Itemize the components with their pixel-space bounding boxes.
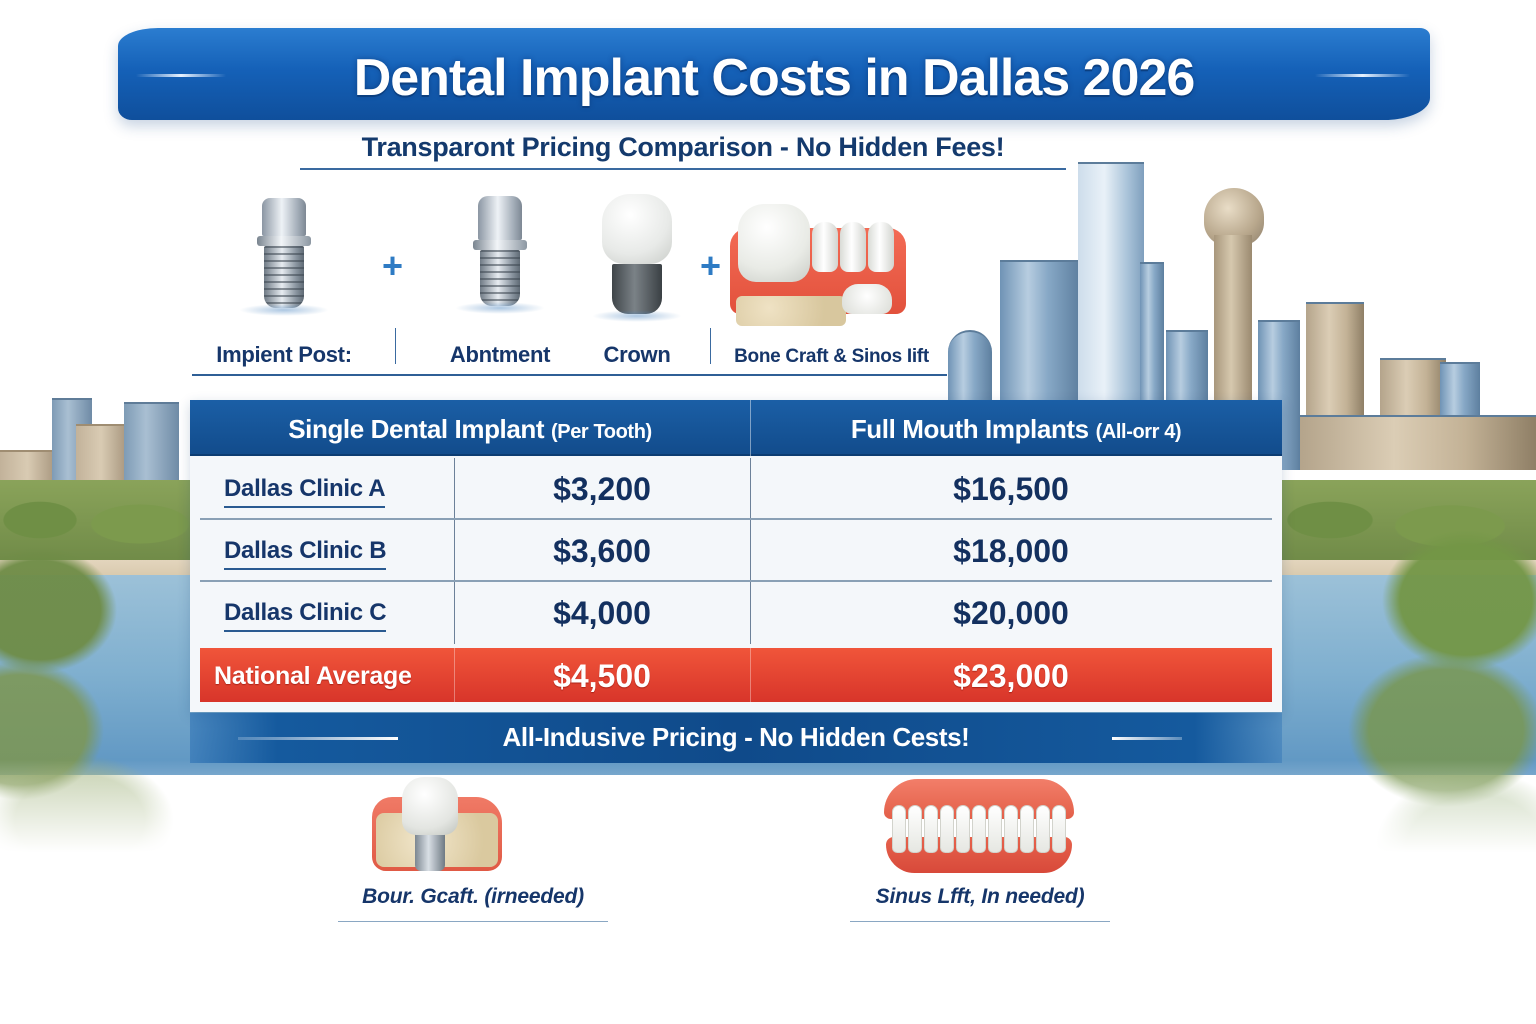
- component-abutment: Abntment: [412, 190, 588, 376]
- single-implant-price: $3,200: [553, 471, 651, 507]
- title-banner: Dental Implant Costs in Dallas 2026: [118, 28, 1430, 120]
- component-bone-graft-sinus-lift: Bone Craft & Sinos Iift: [716, 190, 947, 376]
- table-row: Dallas Clinic B $3,600 $18,000: [200, 520, 1272, 582]
- plus-icon: +: [382, 245, 404, 286]
- table-row: Dallas Clinic C $4,000 $20,000: [200, 582, 1272, 644]
- clinic-name: Dallas Clinic A: [200, 458, 454, 520]
- single-implant-price: $4,000: [553, 595, 651, 631]
- footer-banner-text: All-Indusive Pricing - No Hidden Cests!: [502, 722, 970, 752]
- bone-graft-icon: [372, 775, 502, 875]
- page-title: Dental Implant Costs in Dallas 2026: [353, 49, 1196, 107]
- full-mouth-price: $20,000: [953, 595, 1069, 631]
- component-crown: Crown: [572, 190, 702, 376]
- header-single-implant: Single Dental Implant (Per Tooth): [288, 414, 652, 444]
- table-row: Dallas Clinic A $3,200 $16,500: [200, 458, 1272, 520]
- clinic-name: Dallas Clinic B: [200, 520, 454, 582]
- crown-icon: [592, 194, 682, 322]
- sinus-lift-denture-icon: [884, 775, 1074, 875]
- abutment-icon: [455, 196, 545, 314]
- table-header: Single Dental Implant (Per Tooth) Full M…: [190, 400, 1282, 456]
- single-implant-price: $4,500: [553, 658, 651, 694]
- implant-post-icon: [239, 198, 329, 316]
- plus-icon: +: [700, 245, 722, 286]
- table-row-national-average: National Average $4,500 $23,000: [200, 648, 1272, 702]
- page-subtitle: Transparont Pricing Comparison - No Hidd…: [300, 128, 1066, 170]
- single-implant-price: $3,600: [553, 533, 651, 569]
- bone-graft-gum-icon: [730, 204, 906, 326]
- footer-banner: All-Indusive Pricing - No Hidden Cests!: [190, 713, 1282, 763]
- clinic-name: National Average: [214, 662, 412, 690]
- pricing-table: Single Dental Implant (Per Tooth) Full M…: [190, 400, 1282, 712]
- full-mouth-price: $16,500: [953, 471, 1069, 507]
- full-mouth-price: $18,000: [953, 533, 1069, 569]
- clinic-name: Dallas Clinic C: [200, 582, 454, 644]
- full-mouth-price: $23,000: [953, 658, 1069, 694]
- left-skyline-illustration: [0, 390, 200, 490]
- component-implant-post: Impient Post:: [192, 190, 376, 376]
- header-full-mouth: Full Mouth Implants (All-orr 4): [850, 414, 1182, 444]
- implant-components: Impient Post: + Abntment Crown + Bone Cr…: [192, 190, 947, 376]
